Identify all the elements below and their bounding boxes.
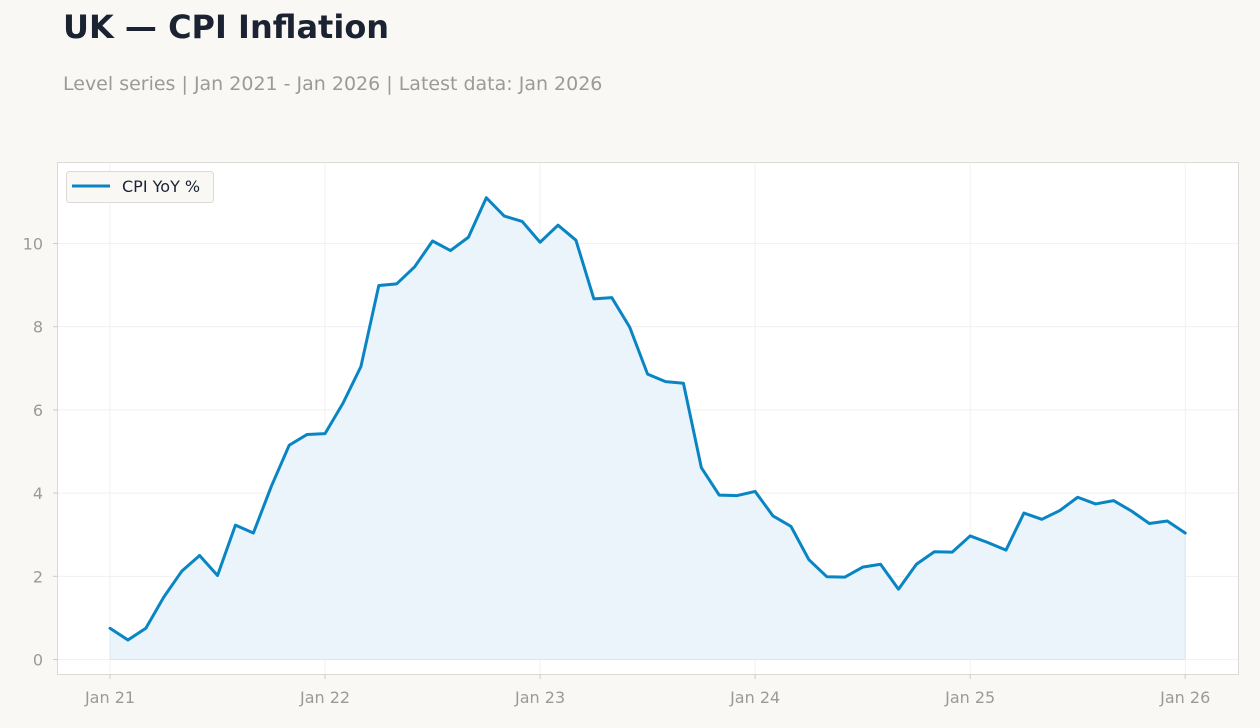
area-fill bbox=[109, 197, 1186, 660]
y-axis-ticks: 0 2 4 6 8 10 bbox=[23, 235, 58, 670]
series-line-cpi-yoy bbox=[108, 196, 1187, 642]
x-tick-label: Jan 23 bbox=[514, 688, 565, 707]
series-line-layer bbox=[108, 196, 1187, 642]
x-tick-label: Jan 22 bbox=[299, 688, 350, 707]
x-tick-label: Jan 21 bbox=[84, 688, 135, 707]
y-tick-label: 2 bbox=[33, 567, 43, 586]
legend-label: CPI YoY % bbox=[122, 177, 200, 196]
x-tick-label: Jan 24 bbox=[729, 688, 780, 707]
y-tick-label: 8 bbox=[33, 318, 43, 337]
chart-subtitle: Level series | Jan 2021 - Jan 2026 | Lat… bbox=[63, 73, 603, 95]
y-tick-label: 6 bbox=[33, 401, 43, 420]
legend: CPI YoY % bbox=[66, 171, 214, 203]
chart-title: UK — CPI Inflation bbox=[63, 8, 390, 46]
x-tick-label: Jan 25 bbox=[944, 688, 995, 707]
x-tick-label: Jan 26 bbox=[1159, 688, 1210, 707]
y-tick-label: 10 bbox=[23, 235, 43, 254]
legend-box bbox=[66, 171, 214, 203]
y-tick-label: 4 bbox=[33, 484, 43, 503]
x-axis-ticks: Jan 21 Jan 22 Jan 23 Jan 24 Jan 25 Jan 26 bbox=[84, 674, 1210, 707]
y-tick-label: 0 bbox=[33, 651, 43, 670]
series-area bbox=[110, 197, 1186, 660]
